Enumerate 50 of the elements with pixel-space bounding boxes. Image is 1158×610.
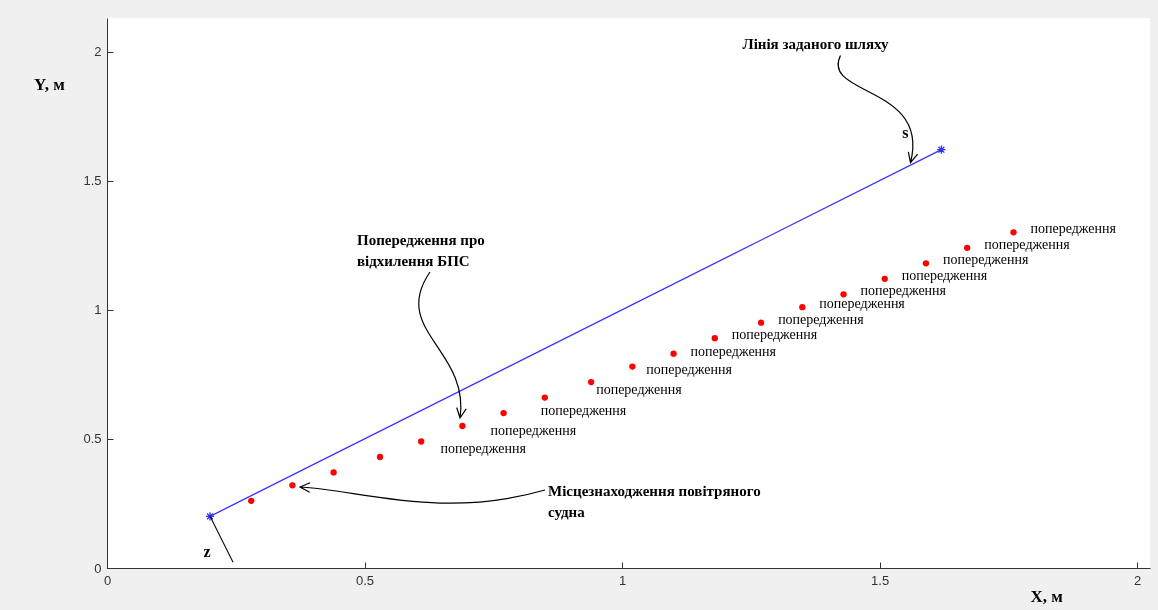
annotation: попередження	[646, 361, 733, 377]
point	[459, 422, 466, 430]
annotation: попередження	[1030, 221, 1117, 237]
annotation: попередження	[942, 252, 1029, 268]
y-tick-label: 2	[94, 44, 102, 60]
point	[922, 260, 930, 267]
point	[840, 291, 847, 298]
x-tick-label: 1	[618, 572, 627, 588]
point	[670, 350, 677, 357]
annotation: попередження	[860, 283, 947, 299]
annotation: попередження	[540, 402, 627, 418]
annotation: s	[902, 123, 909, 141]
x-tick-label: 0.5	[355, 572, 375, 588]
annotation: попередження	[901, 267, 988, 283]
point	[330, 469, 337, 476]
point	[1010, 229, 1017, 236]
point	[248, 497, 255, 505]
point	[711, 335, 718, 342]
annotation: попередження	[490, 423, 577, 439]
annotation: попередження	[778, 311, 865, 327]
annotation: z	[203, 543, 211, 561]
annotation: попередження	[731, 327, 818, 343]
annotation: Місцезнаходження повітряного судна	[548, 483, 761, 520]
annotation: попередження	[690, 343, 777, 359]
annotation: попередження	[440, 440, 527, 456]
y-tick-label: 0	[94, 560, 102, 576]
annotation: Попередження про відхилення БПС	[357, 232, 485, 269]
point	[629, 363, 636, 370]
x-tick-label: 1.5	[871, 572, 890, 588]
annotation: попередження	[984, 236, 1071, 252]
point	[881, 275, 888, 282]
point	[541, 394, 548, 401]
point	[500, 409, 507, 417]
annotation: Лінія заданого шляху	[742, 35, 890, 52]
point	[757, 319, 765, 326]
point	[205, 511, 215, 522]
annotation: попередження	[596, 382, 683, 398]
x-axis-title: X, м	[1030, 586, 1064, 606]
point	[289, 482, 296, 489]
x-tick-label: 2	[1134, 572, 1142, 588]
y-tick-label: 0.5	[83, 431, 102, 447]
point	[799, 304, 806, 311]
point	[963, 244, 971, 251]
y-tick-label: 1	[94, 302, 102, 318]
point	[936, 144, 947, 155]
point	[588, 378, 595, 386]
y-axis-title: Y, м	[34, 74, 66, 94]
point	[418, 438, 425, 445]
point	[376, 453, 384, 461]
y-tick-label: 1.5	[83, 173, 102, 189]
